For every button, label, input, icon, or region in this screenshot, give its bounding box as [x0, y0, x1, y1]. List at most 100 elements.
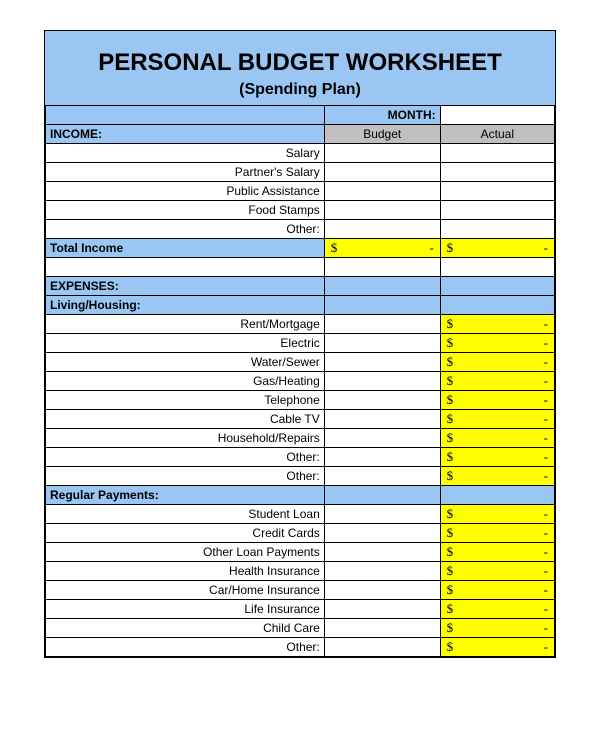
expense-budget-cell[interactable] — [324, 334, 440, 353]
expense-budget-cell[interactable] — [324, 562, 440, 581]
expense-row: Other:$- — [46, 448, 555, 467]
income-actual-cell[interactable] — [440, 163, 554, 182]
expense-budget-cell[interactable] — [324, 524, 440, 543]
expense-row: Other: $- — [46, 467, 555, 486]
income-header: INCOME: — [46, 125, 325, 144]
expense-budget-cell[interactable] — [324, 315, 440, 334]
expenses-header-row: EXPENSES: — [46, 277, 555, 296]
currency-value: $- — [447, 354, 454, 369]
expense-label: Other: — [46, 638, 325, 657]
expense-actual-cell: $- — [440, 638, 554, 657]
income-budget-cell[interactable] — [324, 163, 440, 182]
expense-label: Health Insurance — [46, 562, 325, 581]
spacer-row — [46, 258, 555, 277]
spacer-cell — [46, 258, 325, 277]
expense-row: Rent/Mortgage$- — [46, 315, 555, 334]
income-item-label: Food Stamps — [46, 201, 325, 220]
expenses-budget-header — [324, 277, 440, 296]
expense-label: Other: — [46, 467, 325, 486]
expenses-actual-header — [440, 277, 554, 296]
expense-row: Health Insurance $- — [46, 562, 555, 581]
month-value[interactable] — [440, 106, 554, 125]
income-budget-cell[interactable] — [324, 182, 440, 201]
expense-budget-cell[interactable] — [324, 372, 440, 391]
income-row: Other: — [46, 220, 555, 239]
currency-value: $- — [447, 316, 454, 331]
expense-budget-cell[interactable] — [324, 448, 440, 467]
budget-table: MONTH: INCOME: Budget Actual Salary Part… — [45, 105, 555, 657]
regular-actual-header — [440, 486, 554, 505]
income-actual-cell[interactable] — [440, 182, 554, 201]
expense-label: Credit Cards — [46, 524, 325, 543]
expense-budget-cell[interactable] — [324, 543, 440, 562]
expense-row: Telephone$- — [46, 391, 555, 410]
expense-actual-cell: $- — [440, 391, 554, 410]
expense-budget-cell[interactable] — [324, 638, 440, 657]
expense-budget-cell[interactable] — [324, 353, 440, 372]
income-budget-cell[interactable] — [324, 201, 440, 220]
expense-label: Gas/Heating — [46, 372, 325, 391]
expense-row: Car/Home Insurance $- — [46, 581, 555, 600]
currency-value: $- — [447, 373, 454, 388]
living-budget-header — [324, 296, 440, 315]
income-item-label: Other: — [46, 220, 325, 239]
currency-value: $- — [447, 430, 454, 445]
expense-budget-cell[interactable] — [324, 429, 440, 448]
expense-row: Credit Cards$- — [46, 524, 555, 543]
living-header: Living/Housing: — [46, 296, 325, 315]
expense-actual-cell: $- — [440, 581, 554, 600]
currency-value: $- — [447, 411, 454, 426]
total-income-budget: $- — [324, 239, 440, 258]
income-budget-cell[interactable] — [324, 144, 440, 163]
budget-worksheet: PERSONAL BUDGET WORKSHEET (Spending Plan… — [44, 30, 556, 658]
expense-label: Water/Sewer — [46, 353, 325, 372]
expense-actual-cell: $- — [440, 619, 554, 638]
total-income-actual: $- — [440, 239, 554, 258]
expense-budget-cell[interactable] — [324, 467, 440, 486]
expense-row: Cable TV $- — [46, 410, 555, 429]
expense-actual-cell: $- — [440, 505, 554, 524]
expense-budget-cell[interactable] — [324, 505, 440, 524]
currency-value: $- — [447, 563, 454, 578]
currency-value: $- — [447, 468, 454, 483]
income-header-row: INCOME: Budget Actual — [46, 125, 555, 144]
income-item-label: Partner's Salary — [46, 163, 325, 182]
expenses-header: EXPENSES: — [46, 277, 325, 296]
month-row: MONTH: — [46, 106, 555, 125]
expense-actual-cell: $- — [440, 334, 554, 353]
expense-budget-cell[interactable] — [324, 619, 440, 638]
expense-label: Cable TV — [46, 410, 325, 429]
income-row: Partner's Salary — [46, 163, 555, 182]
actual-col-header: Actual — [440, 125, 554, 144]
expense-budget-cell[interactable] — [324, 410, 440, 429]
currency-value: $- — [331, 240, 338, 255]
budget-col-header: Budget — [324, 125, 440, 144]
regular-header-row: Regular Payments: — [46, 486, 555, 505]
regular-budget-header — [324, 486, 440, 505]
income-actual-cell[interactable] — [440, 144, 554, 163]
currency-value: $- — [447, 544, 454, 559]
income-row: Salary — [46, 144, 555, 163]
expense-label: Car/Home Insurance — [46, 581, 325, 600]
expense-actual-cell: $- — [440, 429, 554, 448]
expense-budget-cell[interactable] — [324, 600, 440, 619]
expense-label: Other Loan Payments — [46, 543, 325, 562]
expense-actual-cell: $- — [440, 543, 554, 562]
total-income-label: Total Income — [46, 239, 325, 258]
income-row: Public Assistance — [46, 182, 555, 201]
living-actual-header — [440, 296, 554, 315]
expense-row: Child Care$- — [46, 619, 555, 638]
income-row: Food Stamps — [46, 201, 555, 220]
income-item-label: Salary — [46, 144, 325, 163]
expense-actual-cell: $- — [440, 372, 554, 391]
income-actual-cell[interactable] — [440, 201, 554, 220]
income-actual-cell[interactable] — [440, 220, 554, 239]
income-budget-cell[interactable] — [324, 220, 440, 239]
page-title: PERSONAL BUDGET WORKSHEET — [45, 49, 555, 77]
currency-value: $- — [447, 506, 454, 521]
expense-budget-cell[interactable] — [324, 391, 440, 410]
expense-actual-cell: $- — [440, 562, 554, 581]
expense-row: Life Insurance$- — [46, 600, 555, 619]
expense-budget-cell[interactable] — [324, 581, 440, 600]
currency-value: $- — [447, 582, 454, 597]
